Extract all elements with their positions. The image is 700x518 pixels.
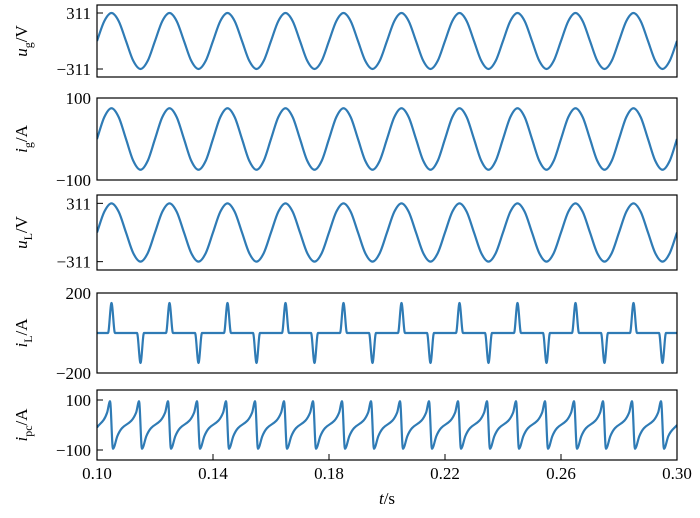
y-label-symbol: i	[12, 437, 31, 442]
frame	[96, 194, 678, 271]
y-label-symbol: u	[12, 240, 31, 249]
y-label-subscript: L	[21, 233, 35, 240]
y-tick-label: −311	[57, 60, 91, 79]
data-line	[97, 301, 677, 365]
data-line	[97, 400, 677, 450]
y-label-unit: /V	[12, 215, 31, 233]
x-tick-label: 0.22	[430, 464, 460, 483]
y-tick-label: −100	[56, 441, 91, 460]
y-label-symbol: i	[12, 343, 31, 348]
y-tick-label: −100	[56, 171, 91, 190]
y-label-symbol: u	[12, 48, 31, 57]
y-axis-label: ipc/A	[12, 408, 35, 442]
y-axis-label: ig/A	[12, 124, 35, 152]
x-label-symbol: t	[379, 489, 385, 508]
y-tick-label: −311	[57, 253, 91, 272]
y-label-unit: /A	[12, 408, 31, 426]
plot-area	[97, 202, 677, 263]
y-tick-label: 311	[66, 194, 91, 213]
y-label-subscript: g	[21, 142, 35, 148]
y-label-symbol: i	[12, 148, 31, 153]
y-axis-label: ug/V	[12, 25, 35, 57]
y-tick-label: 200	[66, 284, 92, 303]
y-label-unit: /A	[12, 318, 31, 336]
y-tick-label: 100	[66, 391, 92, 410]
x-label-unit: /s	[384, 489, 395, 508]
frame	[96, 4, 678, 78]
y-tick-label: 311	[66, 4, 91, 23]
x-tick-label: 0.30	[662, 464, 692, 483]
plot-area	[97, 400, 677, 450]
data-line	[97, 202, 677, 263]
frame	[96, 389, 678, 461]
data-line	[97, 11, 677, 71]
plot-area	[97, 301, 677, 365]
y-label-subscript: pc	[21, 425, 35, 436]
x-tick-label: 0.14	[198, 464, 228, 483]
y-label-unit: /V	[12, 25, 31, 43]
x-tick-label: 0.18	[314, 464, 344, 483]
y-label-subscript: L	[21, 335, 35, 342]
y-axis-label: uL/V	[12, 215, 35, 249]
frame	[96, 97, 678, 181]
x-tick-label: 0.10	[82, 464, 112, 483]
x-axis-label: t/s	[379, 489, 395, 508]
y-label-unit: /A	[12, 124, 31, 142]
x-tick-label: 0.26	[546, 464, 576, 483]
frame	[96, 292, 678, 374]
y-tick-label: −200	[56, 364, 91, 383]
y-label-subscript: g	[21, 42, 35, 48]
plot-area	[97, 107, 677, 171]
y-axis-label: iL/A	[12, 318, 35, 348]
plot-area	[97, 11, 677, 71]
data-line	[97, 107, 677, 171]
y-tick-label: 100	[66, 89, 92, 108]
